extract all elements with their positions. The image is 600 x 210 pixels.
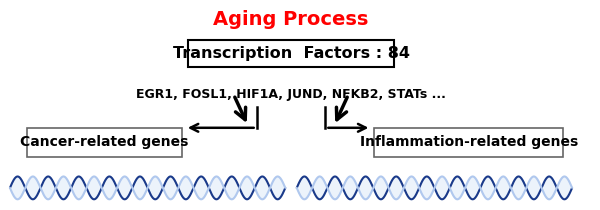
Text: Aging Process: Aging Process: [214, 10, 369, 29]
Text: Inflammation-related genes: Inflammation-related genes: [360, 135, 578, 149]
Text: Cancer-related genes: Cancer-related genes: [20, 135, 189, 149]
FancyBboxPatch shape: [188, 40, 394, 67]
Text: EGR1, FOSL1, HIF1A, JUND, NFKB2, STATs ...: EGR1, FOSL1, HIF1A, JUND, NFKB2, STATs .…: [136, 88, 446, 101]
FancyBboxPatch shape: [374, 128, 563, 157]
Text: Transcription  Factors : 84: Transcription Factors : 84: [173, 46, 410, 61]
FancyBboxPatch shape: [27, 128, 182, 157]
